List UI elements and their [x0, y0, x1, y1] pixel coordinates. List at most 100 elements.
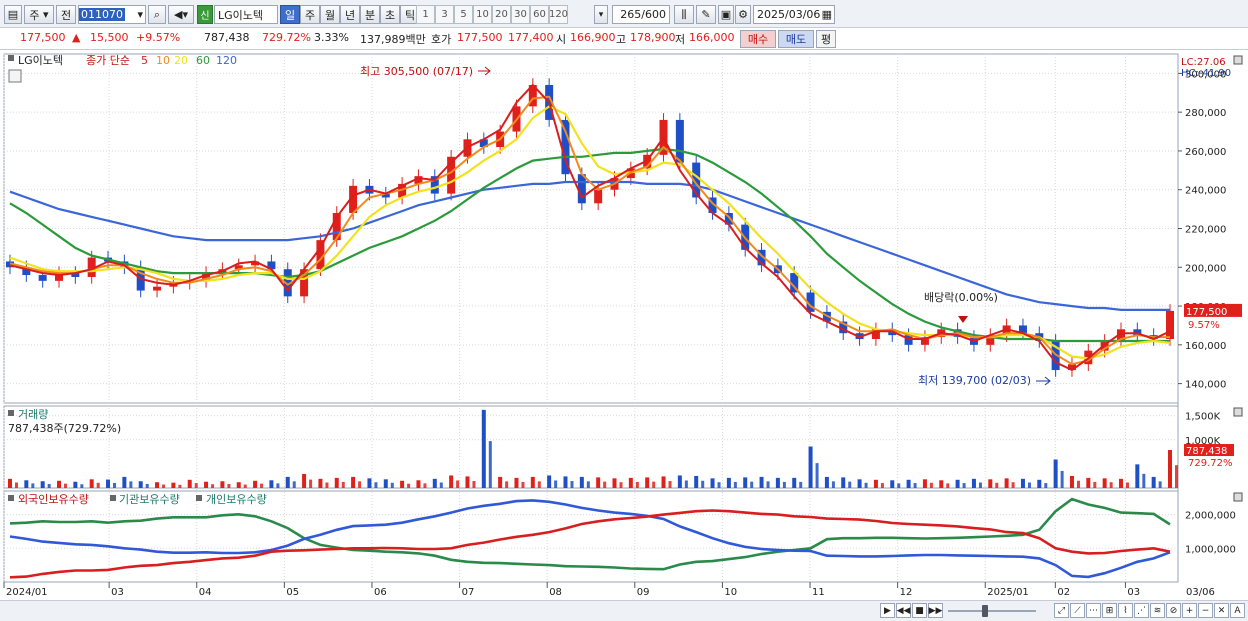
volume-bar: [162, 484, 166, 488]
min-arrow-icon: [1036, 376, 1051, 386]
candle-body: [675, 119, 684, 163]
volume-bar: [717, 482, 721, 488]
interval-button-30[interactable]: 30: [511, 5, 530, 24]
draw-icon[interactable]: ✎: [696, 5, 716, 24]
interval-button-20[interactable]: 20: [492, 5, 511, 24]
volume-bar: [351, 476, 356, 488]
period-button-3[interactable]: 년: [340, 5, 360, 24]
candle-icon[interactable]: ⫼: [674, 5, 694, 24]
interval-button-3[interactable]: 3: [435, 5, 454, 24]
trade-amount: 137,989백만: [360, 33, 426, 46]
x-label-5: 07: [462, 587, 475, 598]
font-size-icon[interactable]: A: [1230, 603, 1245, 618]
volume-bar: [710, 478, 715, 488]
scroll-right-icon[interactable]: ▶: [880, 603, 895, 618]
max-price-label: 최고 305,500 (07/17): [360, 65, 473, 78]
volume-bar: [302, 474, 307, 488]
period-button-0[interactable]: 일: [280, 5, 300, 24]
tool-icon-1[interactable]: ⤢: [1054, 603, 1069, 618]
volume-bar: [171, 482, 176, 488]
x-label-4: 06: [374, 587, 387, 598]
link-icon[interactable]: ⊘: [1166, 603, 1181, 618]
volume-bar: [766, 481, 770, 488]
volume-bar: [971, 478, 976, 488]
holdings-institution-label: 기관보유수량: [119, 493, 180, 506]
candle-body: [790, 273, 799, 293]
sell-button[interactable]: 매도: [778, 30, 814, 48]
volume-bar: [808, 446, 813, 488]
price-panel-close-icon[interactable]: [1233, 55, 1243, 65]
price-y-label-4: 220,000: [1185, 225, 1226, 236]
date-value: 2025/03/06: [757, 8, 821, 21]
volume-bar: [260, 483, 264, 488]
save-icon[interactable]: ▣: [718, 5, 734, 24]
volume-bar: [1135, 464, 1140, 488]
stop-icon[interactable]: ■: [912, 603, 927, 618]
stock-code-input[interactable]: 011070 ▾: [78, 5, 146, 24]
close-icon[interactable]: ✕: [1214, 603, 1229, 618]
play-icon[interactable]: ▶▶: [928, 603, 943, 618]
tool-icon-3[interactable]: ⋯: [1086, 603, 1101, 618]
stock-name-field[interactable]: LG이노텍: [214, 5, 278, 24]
buy-button[interactable]: 매수: [740, 30, 776, 48]
gear-icon[interactable]: ⚙: [735, 5, 751, 24]
interval-button-60[interactable]: 60: [530, 5, 549, 24]
volume-bar: [782, 481, 786, 488]
nums-dropdown-icon[interactable]: ▾: [594, 5, 608, 24]
ma5-line: [9, 83, 1171, 372]
tool-icon-6[interactable]: ⋰: [1134, 603, 1149, 618]
volume-panel-close-icon[interactable]: [1233, 407, 1243, 417]
search-icon[interactable]: ⌕: [148, 5, 166, 24]
rewind-icon[interactable]: ◀◀: [896, 603, 911, 618]
zoom-slider[interactable]: [948, 610, 1036, 612]
period-button-2[interactable]: 월: [320, 5, 340, 24]
holdings-panel-close-icon[interactable]: [1233, 492, 1243, 502]
speaker-icon[interactable]: ◀▾: [168, 5, 194, 24]
zoom-slider-handle[interactable]: [982, 605, 988, 617]
count-input[interactable]: 265/600: [612, 5, 670, 24]
tool-icon-7[interactable]: ≋: [1150, 603, 1165, 618]
holdings-legend-marker: [196, 495, 202, 501]
chart-area[interactable]: LG이노텍 종가 단순 5 10 20 60 120 최고 305,500 (07/17) 최저…: [0, 50, 1248, 600]
last-price-label: 177,500: [1186, 307, 1227, 318]
interval-button-1[interactable]: 1: [416, 5, 435, 24]
last-volume-box: [1184, 444, 1234, 457]
date-input[interactable]: 2025/03/06 ▦: [753, 5, 835, 24]
table-icon[interactable]: [8, 69, 22, 83]
volume-bar: [325, 482, 329, 488]
volume-bar: [145, 483, 149, 488]
x-label-11: 2025/01: [987, 587, 1029, 598]
hc-label: HC:-41.90: [1181, 68, 1231, 79]
volume-bar: [880, 483, 884, 488]
holdings-individual-line: [9, 509, 1171, 579]
volume-bar: [563, 476, 568, 488]
interval-button-10[interactable]: 10: [473, 5, 492, 24]
tool-icon-2[interactable]: ⟋: [1070, 603, 1085, 618]
prev-button[interactable]: 전: [56, 5, 76, 24]
period-button-1[interactable]: 주: [300, 5, 320, 24]
candle-body: [986, 335, 995, 345]
tool-icon-4[interactable]: ⊞: [1102, 603, 1117, 618]
quote-bar: 177,500 ▲ 15,500 +9.57% 787,438 729.72% …: [0, 28, 1248, 50]
volume-bar: [383, 479, 388, 488]
eval-button[interactable]: 평: [816, 30, 836, 48]
volume-bar: [775, 477, 780, 488]
price-legend: LG이노텍 종가 단순 5 10 20 60 120: [8, 54, 237, 83]
zoom-out-icon[interactable]: −: [1198, 603, 1213, 618]
ma10-line: [9, 95, 1170, 366]
high-price: 178,900: [630, 31, 676, 44]
volume-bar: [407, 483, 411, 488]
volume-bar: [831, 481, 835, 488]
zoom-in-icon[interactable]: +: [1182, 603, 1197, 618]
volume-bar: [439, 482, 443, 488]
interval-button-120[interactable]: 120: [549, 5, 568, 24]
period-button-5[interactable]: 초: [380, 5, 400, 24]
period-button-4[interactable]: 분: [360, 5, 380, 24]
screen-menu-icon[interactable]: ▤: [4, 5, 22, 24]
volume-bar: [40, 481, 45, 488]
volume-bar: [498, 476, 503, 488]
interval-button-5[interactable]: 5: [454, 5, 473, 24]
tool-icon-5[interactable]: ⌇: [1118, 603, 1133, 618]
calendar-icon[interactable]: ▦: [821, 8, 832, 21]
period-type-select[interactable]: 주 ▾: [24, 5, 54, 24]
